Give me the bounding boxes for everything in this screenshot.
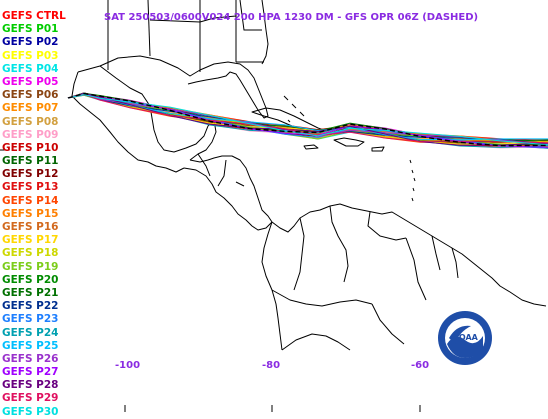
- ensemble-member-contour: [67, 93, 548, 144]
- legend-item: GEFS P29: [2, 392, 59, 405]
- ensemble-member-contour: [67, 94, 548, 145]
- coastline-outlines: [71, 0, 547, 351]
- legend-item: GEFS P16: [2, 221, 59, 233]
- legend-item: GEFS P12: [2, 168, 59, 181]
- longitude-label-center: -80: [262, 360, 281, 371]
- ensemble-contours: [67, 92, 548, 149]
- legend-item: GEFS P18: [2, 247, 59, 260]
- legend-item: GEFS P05: [2, 75, 59, 88]
- legend-item: GEFS P03: [2, 49, 59, 62]
- legend-item: GEFS P27: [2, 366, 59, 379]
- legend-item: GEFS P14: [2, 194, 59, 207]
- noaa-logo: NOAA: [438, 311, 492, 365]
- legend-item: GEFS P30: [2, 405, 59, 418]
- longitude-label-east: -60: [411, 360, 430, 371]
- ensemble-member-contour: [67, 93, 548, 146]
- legend-item: GEFS P19: [2, 260, 59, 273]
- legend-item: GEFS P08: [2, 115, 59, 128]
- ensemble-legend: GEFS CTRL GEFS P01 GEFS P02 GEFS P03 GEFS P0…: [2, 10, 77, 419]
- legend-item: GEFS P06: [2, 89, 59, 102]
- map-title: SAT 250503/0600V024 200 HPA 1230 DM - GF…: [104, 12, 479, 23]
- legend-item: GEFS P09: [2, 128, 59, 141]
- legend-item: GEFS P20: [2, 273, 59, 286]
- legend-item: GEFS P02: [2, 36, 59, 49]
- ensemble-member-contour: [67, 93, 548, 148]
- gfs-opr-contour: [67, 92, 548, 147]
- legend-item: GEFS P11: [2, 155, 59, 168]
- legend-item: GEFS P24: [2, 326, 59, 339]
- legend-item: GEFS P15: [2, 207, 59, 220]
- longitude-ticks: [0, 149, 421, 412]
- legend-item: GEFS P23: [2, 313, 59, 326]
- longitude-label-west: -100: [115, 360, 141, 371]
- legend-item: GEFS P07: [2, 102, 59, 115]
- legend-item: GEFS P17: [2, 234, 59, 247]
- legend-item: GEFS P26: [2, 352, 59, 365]
- legend-item: GEFS P25: [2, 339, 59, 352]
- legend-item: GEFS P13: [2, 181, 59, 194]
- legend-item: GEFS P01: [2, 23, 59, 36]
- legend-item: GEFS CTRL: [2, 10, 66, 22]
- legend-item: GEFS P10: [2, 141, 59, 154]
- legend-item: GEFS P28: [2, 379, 59, 392]
- noaa-logo-text: NOAA: [452, 333, 478, 342]
- legend-item: GEFS P21: [2, 286, 59, 299]
- legend-item: GEFS P22: [2, 300, 59, 313]
- legend-item: GEFS P04: [2, 62, 59, 75]
